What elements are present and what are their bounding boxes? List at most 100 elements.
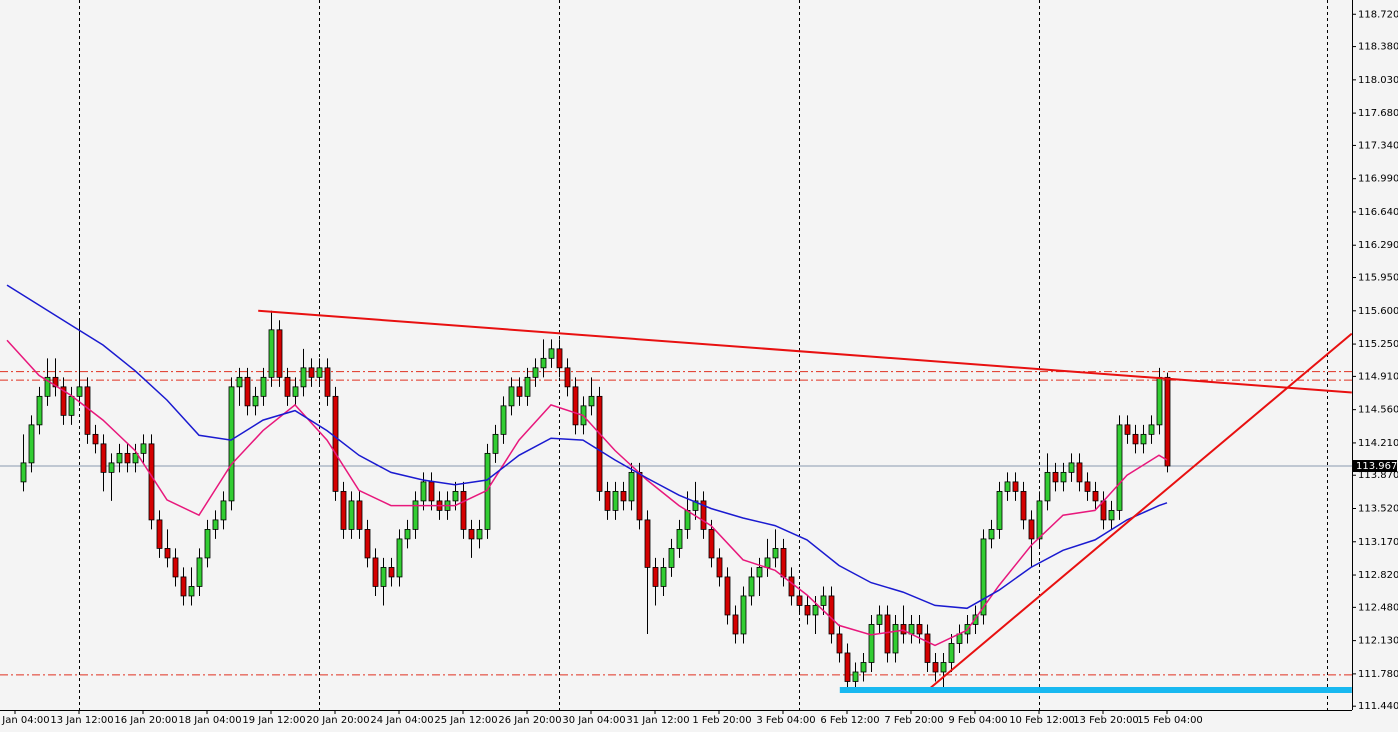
candle-body [276,329,283,378]
y-tick-label: 115.950 [1358,273,1398,284]
y-tick-label: 113.170 [1358,537,1398,548]
candle-body [636,471,643,521]
candle-body [556,348,563,369]
candle-body [1116,424,1123,511]
candle-body [412,500,419,530]
candle-body [572,386,579,426]
candle-body [828,595,835,635]
candle-body [172,557,179,578]
candle-body [220,500,227,521]
candle-body [156,519,163,549]
candle-body [1020,490,1027,521]
plot-area [0,284,1352,693]
y-tick-label: 115.250 [1358,339,1398,350]
x-tick-label: 9 Feb 04:00 [948,715,1007,726]
x-tick-label: 26 Jan 20:00 [498,715,561,726]
candle-body [396,538,403,578]
y-tick-label: 113.520 [1358,504,1398,515]
candle-body [628,471,635,502]
candle-body [708,529,715,559]
x-tick-label: 7 Feb 20:00 [884,715,943,726]
x-tick-label: 30 Jan 04:00 [562,715,625,726]
candle-body [516,386,523,397]
y-tick-label: 112.820 [1358,570,1398,581]
candle-body [852,671,859,682]
candle-body [44,376,51,397]
candle-body [284,376,291,397]
candle-body [844,652,851,682]
candle-body [796,595,803,606]
candle-body [940,662,947,673]
candle-body [612,490,619,511]
y-tick-label: 114.560 [1358,405,1398,416]
x-tick-label: 6 Feb 12:00 [820,715,879,726]
x-tick-label: 15 Feb 04:00 [1137,715,1203,726]
candle-body [68,395,75,416]
candle-body [340,490,347,530]
candle-body [564,367,571,388]
candle-body [916,624,923,635]
candle-body [668,548,675,568]
current-price-label: 113.967 [1356,461,1397,472]
x-tick-label: 31 Jan 12:00 [626,715,689,726]
y-tick-label: 116.990 [1358,174,1398,185]
candle-body [316,367,323,378]
candle-body [236,376,243,388]
candle-body [20,462,27,483]
x-tick-label: 13 Jan 12:00 [50,715,113,726]
candle-body [892,624,899,654]
candle-body [348,500,355,530]
trendline [258,309,1352,394]
candle-body [308,367,315,378]
candle-body [372,557,379,587]
y-tick-label: 118.380 [1358,42,1398,53]
candle-body [212,519,219,530]
candle-body [988,529,995,540]
x-tick-label: 12 Jan 04:00 [0,715,50,726]
y-tick-label: 115.600 [1358,306,1398,317]
candle-body [332,395,339,492]
candle-body [596,395,603,492]
x-tick-label: 10 Feb 12:00 [1009,715,1075,726]
candle-body [644,519,651,568]
candle-body [700,500,707,530]
candle-body [468,529,475,540]
candle-body [1044,471,1051,502]
candle-body [164,548,171,559]
y-tick-label: 113.870 [1358,470,1398,481]
y-tick-label: 116.640 [1358,207,1398,218]
candle-body [924,633,931,663]
candle-body [540,357,547,369]
candle-body [188,586,195,597]
x-tick-label: 3 Feb 04:00 [756,715,815,726]
candle-body [356,500,363,530]
candle-body [740,595,747,635]
candle-body [1124,424,1131,435]
candle-body [1068,462,1075,473]
candle-body [996,490,1003,530]
candle-body [836,633,843,654]
candle-body [748,576,755,597]
candle-body [428,481,435,502]
candle-body [788,576,795,597]
candle-body [764,557,771,568]
candle-body [1060,471,1067,483]
candle-body [380,567,387,587]
candle-body [1004,481,1011,492]
y-tick-label: 114.210 [1358,438,1398,449]
candle-body [732,614,739,635]
candle-body [1028,519,1035,540]
candle-body [492,433,499,454]
candle-body [84,386,91,435]
candle-body [388,567,395,578]
x-tick-label: 20 Jan 20:00 [306,715,369,726]
candle-body [140,443,147,454]
candle-body [404,529,411,540]
candle-body [812,605,819,616]
candle-body [1076,462,1083,483]
candle-body [292,386,299,397]
candle-body [500,405,507,435]
